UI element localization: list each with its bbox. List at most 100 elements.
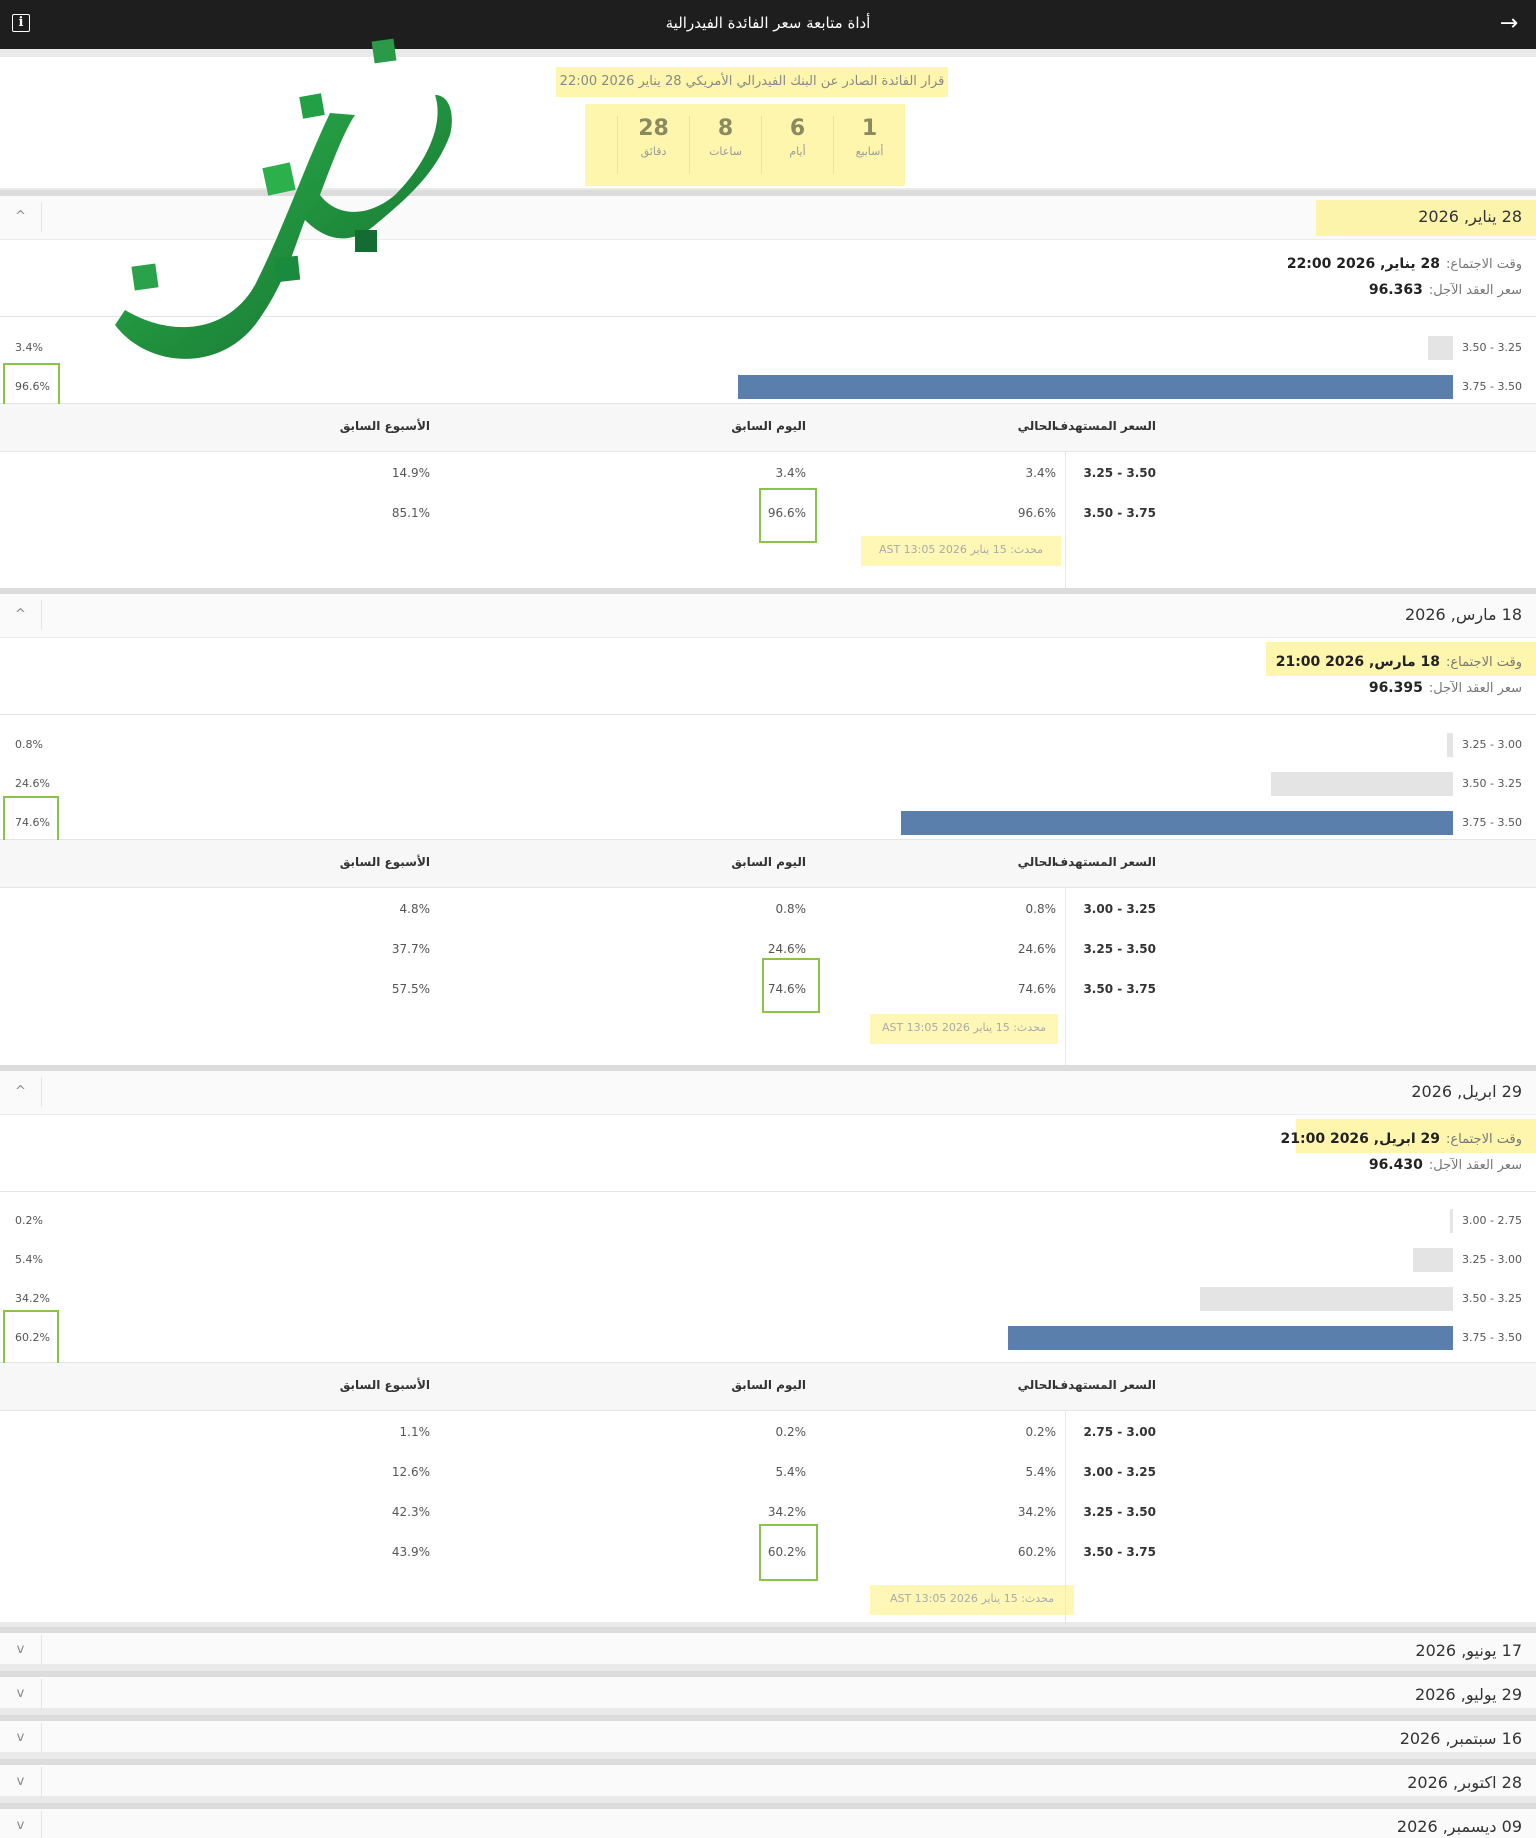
table-cell: 60.2% bbox=[1017, 1545, 1056, 1559]
chevron-up-icon[interactable]: ^ bbox=[0, 202, 42, 232]
table-cell: 5.4% bbox=[775, 1465, 807, 1479]
table-cell: 3.25 - 3.00 bbox=[1083, 902, 1156, 916]
probability-bar bbox=[738, 375, 1453, 399]
section-header[interactable]: 18 مارس, 2026 ^ bbox=[0, 594, 1536, 638]
bar-row: 0.8% 3.25 - 3.00 bbox=[0, 733, 1536, 757]
table-cell: 43.9% bbox=[391, 1545, 430, 1559]
table-cell: 3.4% bbox=[1025, 466, 1057, 480]
table-cell: 14.9% bbox=[391, 466, 430, 480]
chevron-down-icon[interactable]: v bbox=[0, 1811, 42, 1838]
table-cell: 0.2% bbox=[775, 1425, 807, 1439]
section-header[interactable]: 28 يناير, 2026 ^ bbox=[0, 196, 1536, 240]
probability-bar bbox=[1450, 1209, 1453, 1233]
table-cell: 4.8% bbox=[399, 902, 431, 916]
table-cell: 96.6% bbox=[1017, 506, 1056, 520]
bar-row: 74.6% 3.75 - 3.50 bbox=[0, 796, 1536, 850]
chevron-up-icon[interactable]: ^ bbox=[0, 1077, 42, 1107]
collapsed-section[interactable]: 17 يونيو, 2026 v bbox=[0, 1627, 1536, 1665]
meeting-section: 28 يناير, 2026 ^ وقت الاجتماع:28 يناير, … bbox=[0, 190, 1536, 594]
probability-table: السعر المستهدف الحالي اليوم السابق الأسب… bbox=[0, 840, 1536, 1071]
collapsed-section[interactable]: 16 سبتمبر, 2026 v bbox=[0, 1715, 1536, 1753]
countdown-days: 6 أيام bbox=[761, 116, 833, 174]
chevron-up-icon[interactable]: ^ bbox=[0, 600, 42, 630]
table-cell: 3.75 - 3.50 bbox=[1083, 506, 1156, 520]
meeting-section: 18 مارس, 2026 ^ وقت الاجتماع:18 مارس, 20… bbox=[0, 588, 1536, 1071]
countdown-weeks: 1 أسابيع bbox=[833, 116, 905, 174]
decision-text: قرار الفائدة الصادر عن البنك الفيدرالي ا… bbox=[556, 67, 948, 97]
table-cell: 0.8% bbox=[1025, 902, 1057, 916]
chevron-down-icon[interactable]: v bbox=[0, 1635, 42, 1665]
table-cell: 3.50 - 3.25 bbox=[1083, 466, 1156, 480]
table-cell: 3.25 - 3.00 bbox=[1083, 1465, 1156, 1479]
section-date: 29 يوليو, 2026 bbox=[1414, 1685, 1522, 1704]
decision-header: قرار الفائدة الصادر عن البنك الفيدرالي ا… bbox=[0, 57, 1536, 188]
probability-bar bbox=[1413, 1248, 1453, 1272]
bar-row: 60.2% 3.75 - 3.50 bbox=[0, 1310, 1536, 1366]
probability-bar bbox=[1271, 772, 1453, 796]
table-cell: 57.5% bbox=[391, 982, 430, 996]
bar-row: 0.2% 3.00 - 2.75 bbox=[0, 1209, 1536, 1233]
bar-row: 3.4% 3.50 - 3.25 bbox=[0, 336, 1536, 360]
page-title: أداة متابعة سعر الفائدة الفيدرالية bbox=[665, 14, 871, 32]
bar-row: 96.6% 3.75 - 3.50 bbox=[0, 363, 1536, 412]
countdown-hours: 8 ساعات bbox=[689, 116, 761, 174]
section-header[interactable]: 29 ابريل, 2026 ^ bbox=[0, 1071, 1536, 1115]
bar-row: 24.6% 3.50 - 3.25 bbox=[0, 772, 1536, 796]
table-cell: 85.1% bbox=[391, 506, 430, 520]
arrow-right-icon[interactable]: ← bbox=[1499, 11, 1519, 36]
table-cell: 74.6% bbox=[767, 982, 806, 996]
meeting-time: 18 مارس, 2026 21:00 bbox=[1275, 654, 1440, 670]
info-icon[interactable]: i bbox=[12, 14, 30, 32]
probability-bars: 0.2% 3.00 - 2.75 5.4% 3.25 - 3.00 34.2% … bbox=[0, 1193, 1536, 1366]
table-cell: 24.6% bbox=[767, 942, 806, 956]
table-cell: 24.6% bbox=[1017, 942, 1056, 956]
table-cell: 34.2% bbox=[1017, 1505, 1056, 1519]
table-cell: 42.3% bbox=[391, 1505, 430, 1519]
section-date: 18 مارس, 2026 bbox=[1404, 605, 1522, 624]
meeting-meta: وقت الاجتماع:29 ابريل, 2026 21:00 سعر ال… bbox=[0, 1115, 1536, 1192]
collapsed-section[interactable]: 29 يوليو, 2026 v bbox=[0, 1671, 1536, 1709]
meeting-meta: وقت الاجتماع:18 مارس, 2026 21:00 سعر الع… bbox=[0, 638, 1536, 715]
chevron-down-icon[interactable]: v bbox=[0, 1723, 42, 1753]
bar-row: 34.2% 3.50 - 3.25 bbox=[0, 1287, 1536, 1311]
section-date: 28 يناير, 2026 bbox=[1418, 207, 1522, 226]
table-cell: 3.00 - 2.75 bbox=[1083, 1425, 1156, 1439]
section-date: 09 ديسمبر, 2026 bbox=[1396, 1817, 1522, 1836]
futures-price: 96.430 bbox=[1368, 1157, 1423, 1173]
section-date: 17 يونيو, 2026 bbox=[1415, 1641, 1522, 1660]
table-cell: 3.50 - 3.25 bbox=[1083, 1505, 1156, 1519]
updated-text: محدث: 15 يناير 2026 13:05 AST bbox=[870, 1014, 1058, 1044]
table-cell: 60.2% bbox=[767, 1545, 806, 1559]
updated-text: محدث: 15 يناير 2026 13:05 AST bbox=[870, 1585, 1074, 1615]
collapsed-section[interactable]: 09 ديسمبر, 2026 v bbox=[0, 1803, 1536, 1838]
probability-bar bbox=[1447, 733, 1453, 757]
probability-table: السعر المستهدف الحالي اليوم السابق الأسب… bbox=[0, 404, 1536, 594]
bar-row: 5.4% 3.25 - 3.00 bbox=[0, 1248, 1536, 1272]
countdown: 1 أسابيع 6 أيام 8 ساعات 28 دقائق bbox=[585, 104, 905, 186]
table-cell: 12.6% bbox=[391, 1465, 430, 1479]
probability-bar bbox=[901, 811, 1453, 835]
table-cell: 34.2% bbox=[767, 1505, 806, 1519]
table-cell: 96.6% bbox=[767, 506, 806, 520]
countdown-minutes: 28 دقائق bbox=[617, 116, 689, 174]
futures-price: 96.363 bbox=[1368, 282, 1423, 298]
top-bar: i أداة متابعة سعر الفائدة الفيدرالية ← bbox=[0, 0, 1536, 49]
collapsed-section[interactable]: 28 اكتوبر, 2026 v bbox=[0, 1759, 1536, 1797]
probability-bars: 3.4% 3.50 - 3.25 96.6% 3.75 - 3.50 bbox=[0, 318, 1536, 412]
chevron-down-icon[interactable]: v bbox=[0, 1679, 42, 1709]
probability-bar bbox=[1428, 336, 1453, 360]
section-date: 28 اكتوبر, 2026 bbox=[1407, 1773, 1522, 1792]
probability-bar bbox=[1008, 1326, 1453, 1350]
meeting-section: 29 ابريل, 2026 ^ وقت الاجتماع:29 ابريل, … bbox=[0, 1065, 1536, 1628]
brand-logo-icon bbox=[115, 38, 452, 359]
table-cell: 1.1% bbox=[399, 1425, 431, 1439]
table-cell: 74.6% bbox=[1017, 982, 1056, 996]
probability-bars: 0.8% 3.25 - 3.00 24.6% 3.50 - 3.25 74.6%… bbox=[0, 716, 1536, 850]
chevron-down-icon[interactable]: v bbox=[0, 1767, 42, 1797]
meeting-meta: وقت الاجتماع:28 يناير, 2026 22:00 سعر ال… bbox=[0, 240, 1536, 317]
table-cell: 0.2% bbox=[1025, 1425, 1057, 1439]
meeting-time: 29 ابريل, 2026 21:00 bbox=[1280, 1131, 1441, 1147]
section-date: 16 سبتمبر, 2026 bbox=[1399, 1729, 1522, 1748]
table-cell: 3.75 - 3.50 bbox=[1083, 982, 1156, 996]
section-date: 29 ابريل, 2026 bbox=[1411, 1082, 1522, 1101]
